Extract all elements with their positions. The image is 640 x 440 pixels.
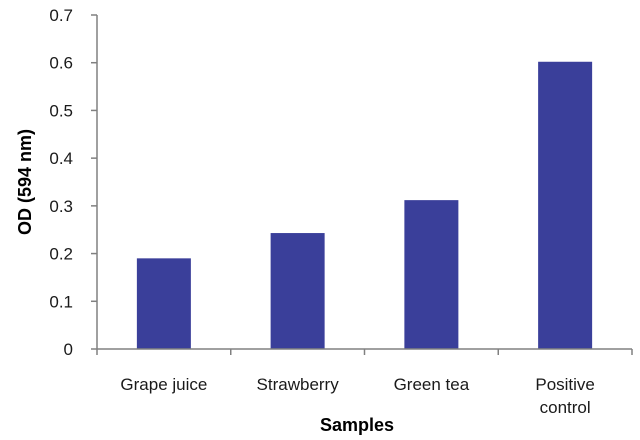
x-category-label: Grape juice	[120, 375, 207, 394]
y-tick-label: 0.6	[49, 54, 73, 73]
bar	[404, 200, 459, 349]
x-category-label: Green tea	[394, 375, 470, 394]
y-tick-label: 0.3	[49, 197, 73, 216]
x-category-label: control	[540, 398, 591, 417]
y-tick-label: 0	[64, 340, 73, 359]
y-tick-label: 0.5	[49, 101, 73, 120]
y-tick-label: 0.1	[49, 292, 73, 311]
y-axis-title: OD (594 nm)	[15, 129, 35, 235]
category-labels-group: Grape juice Strawberry Green tea Positive co…	[120, 375, 594, 417]
y-tick-label: 0.4	[49, 149, 73, 168]
y-ticks-group: 0 0.1 0.2 0.3 0.4 0.5 0.6 0.7	[49, 6, 97, 359]
x-ticks-group	[96, 349, 633, 355]
bar	[538, 61, 593, 349]
y-tick-label: 0.2	[49, 245, 73, 264]
bar	[270, 233, 325, 349]
bar	[136, 258, 191, 349]
bars-group	[136, 61, 593, 349]
y-tick-label: 0.7	[49, 6, 73, 25]
x-category-label: Strawberry	[257, 375, 340, 394]
x-axis-title: Samples	[320, 415, 394, 435]
x-category-label: Positive	[535, 375, 595, 394]
